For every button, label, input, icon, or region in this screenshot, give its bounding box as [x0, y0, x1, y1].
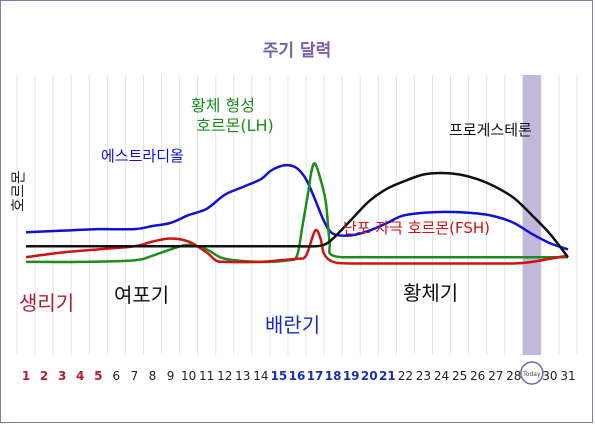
series-label-lh-line2: 호르몬(LH)	[196, 116, 274, 135]
x-tick-label: 10	[181, 369, 196, 383]
series-label-progesterone: 프로게스테론	[449, 121, 532, 139]
series-line-1	[26, 162, 568, 264]
x-tick-label: 27	[488, 369, 503, 383]
today-marker[interactable]: Today	[520, 361, 544, 385]
x-tick-label: 2	[40, 369, 48, 383]
phase-label-menstrual: 생리기	[19, 291, 74, 315]
x-tick-label: 26	[470, 369, 485, 383]
x-tick-label: 31	[560, 369, 575, 383]
series-line-2	[25, 228, 569, 265]
x-tick-label: 25	[452, 369, 467, 383]
x-tick-label: 28	[506, 369, 521, 383]
x-tick-label: 24	[434, 369, 449, 383]
x-tick-label: 6	[113, 369, 121, 383]
x-tick-label: 9	[167, 369, 175, 383]
phase-label-ovulation: 배란기	[265, 313, 320, 337]
x-tick-label: 22	[398, 369, 413, 383]
today-label: Today	[522, 371, 541, 378]
series-line-3	[26, 171, 569, 258]
x-tick-label: 19	[343, 369, 360, 383]
x-tick-label: 20	[361, 369, 378, 383]
x-tick-label: 17	[307, 369, 324, 383]
x-tick-label: 18	[325, 369, 342, 383]
x-tick-label: 12	[217, 369, 232, 383]
y-axis-label: 호르몬	[9, 170, 27, 211]
x-tick-label: 14	[253, 369, 268, 383]
x-tick-label: 11	[199, 369, 214, 383]
x-tick-label: 16	[289, 369, 306, 383]
x-tick-label: 21	[379, 369, 396, 383]
x-tick-label: 15	[271, 369, 288, 383]
x-tick-label: 13	[235, 369, 250, 383]
series-label-fsh: 난포 자극 호르몬(FSH)	[343, 219, 490, 237]
series-line-0	[25, 163, 569, 251]
x-tick-label: 23	[416, 369, 431, 383]
today-circle[interactable]	[520, 361, 544, 385]
series-label-lh-line1: 황체 형성	[191, 96, 255, 115]
x-tick-label: 7	[131, 369, 139, 383]
x-tick-labels: 1 2 3 4 5 6 7 8 9 10 11 12 13 14 15 16 17 18 19 20 21 22 23 24 2…	[22, 369, 576, 383]
x-tick-label: 30	[542, 369, 557, 383]
x-tick-label: 4	[76, 369, 84, 383]
x-tick-label: 1	[22, 369, 30, 383]
phase-label-follicular: 여포기	[114, 283, 169, 307]
series-lines	[25, 162, 569, 265]
x-tick-label: 3	[58, 369, 66, 383]
x-tick-label: 5	[94, 369, 102, 383]
chart-title: 주기 달력	[263, 40, 331, 61]
x-tick-label: 8	[149, 369, 157, 383]
series-label-estradiol: 에스트라디올	[101, 147, 184, 165]
phase-label-luteal: 황체기	[403, 281, 458, 305]
grid	[16, 75, 578, 355]
